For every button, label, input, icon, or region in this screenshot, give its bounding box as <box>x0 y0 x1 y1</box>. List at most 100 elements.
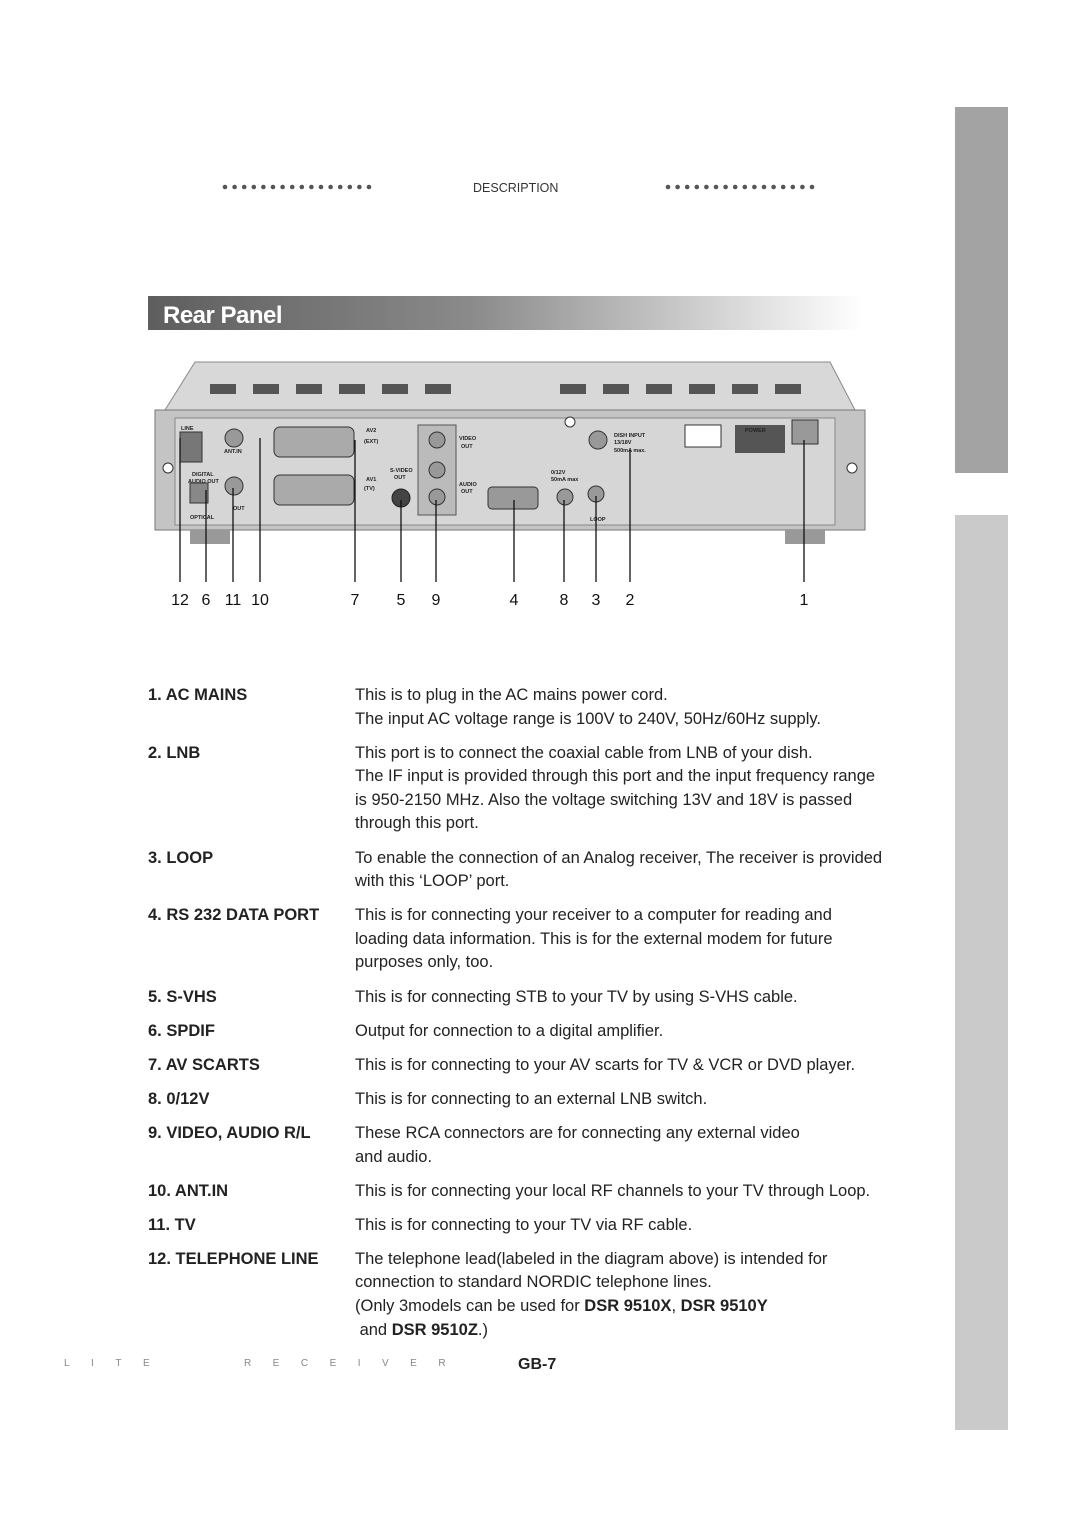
dot <box>713 184 719 190</box>
description-line: This is for connecting to your AV scarts… <box>355 1055 856 1074</box>
panel-label: DIGITAL <box>192 472 214 478</box>
dot <box>771 184 776 190</box>
dot <box>752 184 757 190</box>
callout-number: 1 <box>800 592 809 609</box>
description-line: This is for connecting to your TV via RF… <box>355 1215 693 1234</box>
item: 2. LNB This port is to connect the coaxia… <box>148 742 928 836</box>
item-term: 7. AV SCARTS <box>148 1055 260 1074</box>
dot <box>299 184 305 190</box>
item: 3. LOOP To enable the connection of an An… <box>148 847 928 894</box>
panel-label: OUT <box>233 506 245 512</box>
dot <box>347 184 353 190</box>
panel-label: S-VIDEO <box>390 468 413 474</box>
dot <box>232 184 237 190</box>
dot <box>309 184 314 190</box>
dot <box>800 184 805 190</box>
description-line: This is for connecting your local RF cha… <box>355 1181 871 1200</box>
vent <box>253 384 279 394</box>
callout-number: 5 <box>397 592 406 609</box>
panel-label: (EXT) <box>364 439 379 445</box>
vent <box>210 384 236 394</box>
dot <box>809 184 815 190</box>
panel-label: VIDEO <box>459 436 477 442</box>
dot <box>251 184 257 190</box>
vent <box>425 384 451 394</box>
header-dots <box>222 184 815 190</box>
panel-label: 50mA max <box>551 477 579 483</box>
item-term: 6. SPDIF <box>148 1021 215 1040</box>
dot <box>280 184 285 190</box>
item-term: 4. RS 232 DATA PORT <box>148 906 320 925</box>
dot <box>790 184 796 190</box>
description-line: purposes only, too. <box>355 953 494 972</box>
dot <box>761 184 767 190</box>
panel-label: 0/12V <box>551 470 566 476</box>
note-line: and DSR 9510Z.) <box>355 1319 928 1343</box>
item-description: Output for connection to a digital ampli… <box>355 1020 928 1044</box>
item-description: This port is to connect the coaxial cabl… <box>355 742 928 836</box>
dot <box>357 184 362 190</box>
callout-number: 3 <box>592 592 601 609</box>
vent <box>560 384 586 394</box>
description-line: is 950-2150 MHz. Also the voltage switch… <box>355 790 853 809</box>
item-description: The telephone lead(labeled in the diagra… <box>355 1248 928 1342</box>
item-description: This is for connecting your receiver to … <box>355 904 928 975</box>
item: 9. VIDEO, AUDIO R/L These RCA connectors … <box>148 1122 928 1169</box>
panel-label: OUT <box>394 475 406 481</box>
note-segment: DSR 9510Y <box>680 1296 768 1315</box>
description-line: through this port. <box>355 814 479 833</box>
dot <box>684 184 690 190</box>
description-line: These RCA connectors are for connecting … <box>355 1123 800 1142</box>
callout-number: 9 <box>432 592 441 609</box>
callout-number: 11 <box>225 592 242 609</box>
dot <box>318 184 324 190</box>
item: 1. AC MAINS This is to plug in the AC mai… <box>148 684 928 731</box>
item-description: This is for connecting to an external LN… <box>355 1088 928 1112</box>
dot <box>694 184 700 190</box>
item-description: This is for connecting STB to your TV by… <box>355 986 928 1010</box>
callout-number: 6 <box>202 592 211 609</box>
dot <box>328 184 333 190</box>
side-bar-dark <box>955 107 1008 473</box>
callout-number: 2 <box>626 592 635 609</box>
description-line: The telephone lead(labeled in the diagra… <box>355 1249 828 1268</box>
item-description: This is for connecting to your AV scarts… <box>355 1054 928 1078</box>
vent <box>382 384 408 394</box>
panel-label: AUDIO <box>459 482 477 488</box>
dot <box>742 184 748 190</box>
dot <box>241 184 247 190</box>
vent <box>339 384 365 394</box>
dot <box>723 184 728 190</box>
panel-label: (TV) <box>364 486 375 492</box>
item-description: To enable the connection of an Analog re… <box>355 847 928 894</box>
top-graphics: DESCRIPTION Rear Panel LINE ANT.IN DIGITAL… <box>148 181 866 609</box>
item-term: 8. 0/12V <box>148 1089 210 1108</box>
item-term: 10. ANT.IN <box>148 1181 229 1200</box>
item-term: 5. S-VHS <box>148 987 217 1006</box>
dot <box>289 184 295 190</box>
dot <box>732 184 738 190</box>
panel-label: ANT.IN <box>224 449 242 455</box>
device <box>154 361 866 544</box>
callout-number: 7 <box>351 592 360 609</box>
dot <box>222 184 228 190</box>
vent <box>296 384 322 394</box>
dot <box>366 184 372 190</box>
item-description: This is for connecting to your TV via RF… <box>355 1214 928 1238</box>
footer-brand: LITE RECEIVER <box>64 1358 468 1369</box>
vent <box>775 384 801 394</box>
note-segment: DSR 9510X <box>584 1296 672 1315</box>
vent <box>732 384 758 394</box>
panel-label: POWER <box>745 428 766 434</box>
vent <box>646 384 672 394</box>
note-segment: .) <box>477 1320 489 1339</box>
item-term: 9. VIDEO, AUDIO R/L <box>148 1123 311 1142</box>
section-title: Rear Panel <box>163 302 282 329</box>
item-term: 12. TELEPHONE LINE <box>148 1249 319 1268</box>
item-description: This is to plug in the AC mains power co… <box>355 684 928 731</box>
description-line: This is to plug in the AC mains power co… <box>355 686 668 704</box>
item: 6. SPDIF Output for connection to a digit… <box>148 1020 928 1044</box>
panel-label: LINE <box>181 426 194 432</box>
dot <box>337 184 343 190</box>
